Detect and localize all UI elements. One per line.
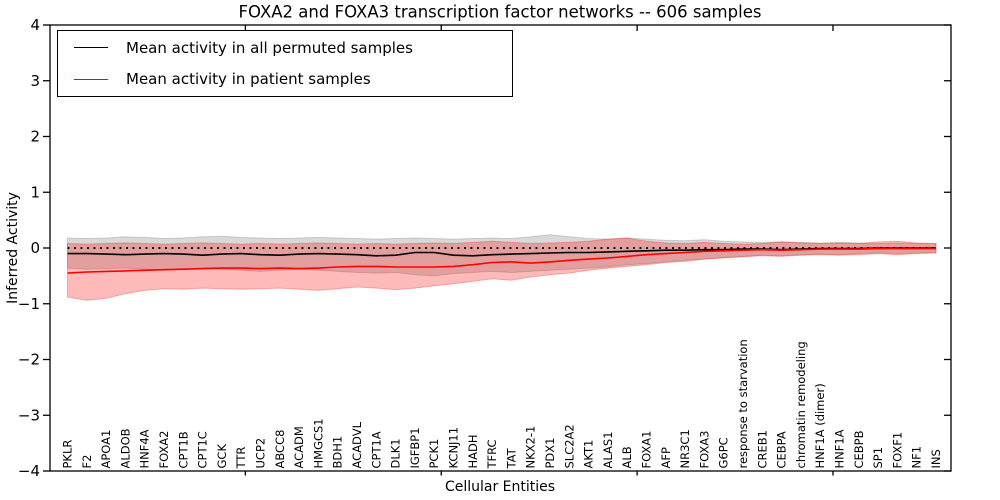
y-tick-label: 2: [30, 128, 40, 146]
x-tick-label: APOA1: [99, 430, 113, 469]
x-tick-label: SLC2A2: [562, 424, 576, 468]
x-tick-label: BDH1: [331, 436, 345, 469]
y-tick-label: −2: [18, 351, 40, 369]
x-tick-label: TAT: [504, 447, 518, 469]
x-tick-label: CPT1A: [369, 431, 383, 468]
x-tick-label: chromatin remodeling: [794, 341, 808, 468]
x-tick-label: UCP2: [254, 438, 268, 469]
x-tick-label: HADH: [466, 434, 480, 468]
legend: Mean activity in all permuted samples Me…: [57, 30, 513, 97]
x-tick-label: CPT1B: [176, 431, 190, 468]
y-tick-label: 3: [30, 72, 40, 90]
x-tick-label: response to starvation: [736, 339, 750, 468]
x-tick-label: PKLR: [61, 440, 75, 469]
x-tick-label: HMGCS1: [311, 418, 325, 468]
y-tick-label: −3: [18, 406, 40, 424]
x-tick-label: FOXA3: [697, 431, 711, 469]
permuted-band: [67, 234, 937, 277]
legend-item-patient: Mean activity in patient samples: [58, 64, 512, 94]
y-tick-label: −1: [18, 295, 40, 313]
x-tick-label: INS: [929, 449, 943, 468]
x-tick-label: ACADVL: [350, 421, 364, 468]
x-tick-label: TTR: [234, 447, 248, 470]
y-tick-label: 0: [30, 239, 40, 257]
y-tick-label: −4: [18, 462, 40, 480]
chart-title: FOXA2 and FOXA3 transcription factor net…: [238, 2, 762, 22]
x-tick-label: AKT1: [582, 440, 596, 469]
x-tick-label: FOXA1: [640, 431, 654, 469]
x-tick-label: PDX1: [543, 438, 557, 469]
permuted-line-swatch: [74, 47, 108, 49]
x-tick-label: HNF1A (dimer): [813, 383, 827, 468]
y-tick-label: 4: [30, 16, 40, 34]
patient-mean-line: [67, 247, 936, 274]
x-tick-label: GCK: [215, 444, 229, 469]
x-tick-label: TFRC: [485, 439, 499, 469]
x-tick-label: CPT1C: [196, 431, 210, 468]
x-tick-label: HNF4A: [138, 429, 152, 468]
x-tick-label: CREB1: [755, 430, 769, 469]
x-tick-label: ALAS1: [601, 431, 615, 468]
x-tick-label: IGFBP1: [408, 427, 422, 468]
x-tick-label: AFP: [659, 447, 673, 468]
y-axis-label: Inferred Activity: [5, 192, 21, 304]
x-tick-label: NR3C1: [678, 429, 692, 468]
patient-band: [67, 237, 937, 301]
x-tick-label: G6PC: [717, 437, 731, 468]
x-tick-label: NKX2-1: [524, 426, 538, 469]
legend-label-patient: Mean activity in patient samples: [126, 70, 371, 89]
x-tick-label: ABCC8: [273, 430, 287, 469]
x-tick-label: DLK1: [389, 438, 403, 468]
x-tick-label: FOXF1: [890, 432, 904, 469]
x-tick-label: NF1: [910, 446, 924, 469]
x-tick-label: ACADM: [292, 426, 306, 468]
x-axis-label: Cellular Entities: [444, 479, 556, 495]
x-tick-label: PCK1: [427, 439, 441, 469]
x-tick-label: CEBPA: [775, 431, 789, 468]
x-tick-label: F2: [80, 455, 94, 469]
x-tick-label: SP1: [871, 447, 885, 469]
legend-item-permuted: Mean activity in all permuted samples: [58, 33, 512, 63]
patient-line-swatch: [74, 78, 108, 80]
x-tick-label: ALB: [620, 446, 634, 468]
x-tick-label: HNF1A: [833, 429, 847, 468]
x-tick-label: FOXA2: [157, 431, 171, 469]
x-tick-label: ALDOB: [118, 428, 132, 468]
legend-label-permuted: Mean activity in all permuted samples: [126, 38, 413, 57]
x-tick-label: KCNJ11: [447, 427, 461, 469]
y-tick-label: 1: [30, 183, 40, 201]
x-tick-label: CEBPB: [852, 430, 866, 468]
